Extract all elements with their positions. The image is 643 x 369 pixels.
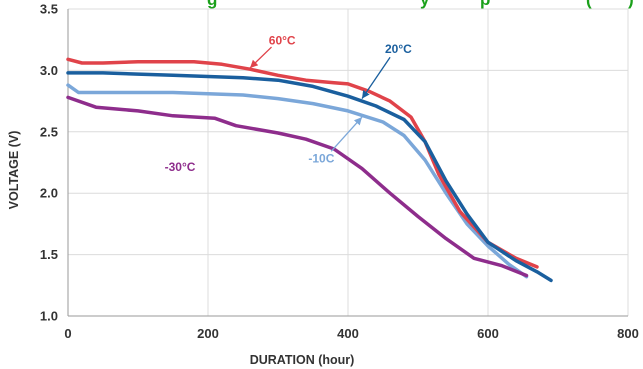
x-tick-label: 800 — [617, 326, 639, 341]
y-tick-label: 1.0 — [40, 309, 58, 324]
title-fragment-close: ) — [628, 0, 634, 9]
y-tick-label: 3.0 — [40, 63, 58, 78]
grid-lines — [67, 8, 629, 317]
annotation-arrow — [361, 56, 391, 100]
x-axis-title: DURATION (hour) — [250, 353, 355, 367]
series-label: -10C — [308, 152, 334, 166]
x-tick-label: 600 — [477, 326, 499, 341]
y-tick-label: 2.5 — [40, 124, 58, 139]
series-line-1 — [66, 57, 539, 269]
series-line-4 — [66, 95, 529, 278]
series-lines — [66, 57, 553, 283]
axes: 1.0 1.5 2.0 2.5 3.0 3.5 0 200 400 600 800 — [40, 2, 639, 342]
y-tick-label: 1.5 — [40, 247, 58, 262]
y-axis-title: VOLTAGE (V) — [7, 131, 21, 210]
series-label: -30°C — [165, 160, 196, 174]
y-tick-label: 3.5 — [40, 2, 58, 17]
series-annotations: 60°C 20°C -10C -30°C — [165, 34, 413, 174]
title-fragment-right: p — [480, 0, 490, 9]
series-line-3 — [66, 83, 529, 279]
annotation-arrow — [330, 116, 363, 152]
chart-title: g y p ( ) — [207, 0, 634, 9]
series-line-2 — [66, 71, 553, 283]
y-tick-label: 2.0 — [40, 186, 58, 201]
x-tick-label: 400 — [337, 326, 359, 341]
annotation-arrow — [249, 46, 272, 69]
series-label: 60°C — [269, 34, 296, 48]
title-fragment-end: ( — [586, 0, 592, 9]
title-fragment-left: g — [207, 0, 217, 9]
title-fragment-middle: y — [420, 0, 430, 9]
series-label: 20°C — [385, 42, 412, 56]
x-tick-label: 0 — [64, 326, 71, 341]
x-tick-label: 200 — [197, 326, 219, 341]
